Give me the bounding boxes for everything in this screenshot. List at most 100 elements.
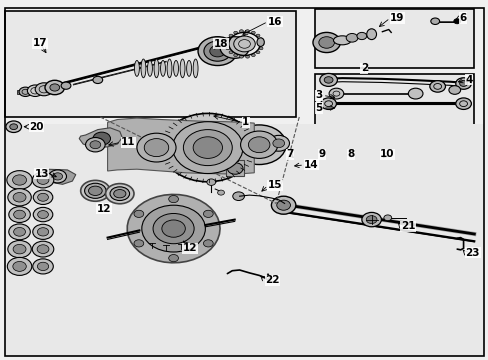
Circle shape bbox=[35, 83, 53, 96]
Circle shape bbox=[128, 127, 184, 168]
Text: 12: 12 bbox=[182, 243, 197, 253]
Circle shape bbox=[453, 19, 460, 24]
Circle shape bbox=[38, 211, 48, 219]
Circle shape bbox=[9, 224, 30, 240]
Circle shape bbox=[45, 80, 64, 95]
Ellipse shape bbox=[193, 59, 198, 78]
Circle shape bbox=[134, 240, 143, 247]
Circle shape bbox=[61, 82, 71, 89]
Circle shape bbox=[267, 135, 289, 151]
Text: 1: 1 bbox=[242, 117, 249, 127]
Text: 19: 19 bbox=[389, 13, 404, 23]
Circle shape bbox=[198, 37, 237, 66]
Circle shape bbox=[13, 244, 26, 254]
Circle shape bbox=[259, 47, 263, 50]
Circle shape bbox=[193, 137, 222, 158]
Circle shape bbox=[37, 176, 49, 184]
Circle shape bbox=[137, 133, 176, 162]
Circle shape bbox=[10, 124, 18, 130]
Circle shape bbox=[224, 42, 228, 45]
Circle shape bbox=[37, 245, 49, 253]
Text: 4: 4 bbox=[465, 75, 472, 85]
Circle shape bbox=[93, 132, 110, 145]
Ellipse shape bbox=[147, 60, 152, 76]
Circle shape bbox=[217, 190, 224, 195]
Text: 6: 6 bbox=[459, 13, 466, 23]
Circle shape bbox=[245, 30, 249, 33]
Circle shape bbox=[256, 51, 260, 54]
Circle shape bbox=[142, 205, 205, 252]
Text: 22: 22 bbox=[264, 275, 279, 285]
Circle shape bbox=[153, 213, 194, 244]
Circle shape bbox=[37, 228, 49, 236]
Ellipse shape bbox=[256, 38, 264, 46]
Text: 9: 9 bbox=[318, 149, 325, 159]
Text: 20: 20 bbox=[29, 122, 44, 132]
Circle shape bbox=[260, 42, 264, 45]
Circle shape bbox=[227, 163, 243, 174]
Circle shape bbox=[356, 32, 366, 40]
Circle shape bbox=[240, 131, 277, 158]
Circle shape bbox=[276, 200, 290, 210]
Ellipse shape bbox=[186, 60, 191, 76]
Polygon shape bbox=[289, 173, 295, 181]
Circle shape bbox=[346, 33, 357, 42]
Circle shape bbox=[38, 193, 48, 201]
Circle shape bbox=[233, 36, 255, 52]
Circle shape bbox=[8, 240, 31, 258]
Circle shape bbox=[366, 216, 376, 224]
Text: 15: 15 bbox=[267, 180, 282, 190]
Circle shape bbox=[8, 189, 31, 206]
Ellipse shape bbox=[366, 29, 376, 40]
Bar bbox=[232, 157, 238, 161]
Circle shape bbox=[9, 207, 30, 222]
Ellipse shape bbox=[81, 180, 110, 201]
Circle shape bbox=[6, 121, 21, 132]
Circle shape bbox=[324, 77, 332, 83]
Text: 21: 21 bbox=[400, 221, 415, 231]
Circle shape bbox=[228, 51, 232, 54]
Circle shape bbox=[93, 76, 102, 84]
Text: 16: 16 bbox=[267, 17, 282, 27]
Text: 2: 2 bbox=[360, 63, 367, 73]
Polygon shape bbox=[127, 194, 220, 263]
Circle shape bbox=[225, 38, 229, 41]
Circle shape bbox=[232, 192, 244, 201]
Ellipse shape bbox=[110, 187, 129, 201]
Circle shape bbox=[239, 30, 243, 33]
Circle shape bbox=[259, 38, 263, 41]
Ellipse shape bbox=[180, 59, 184, 78]
Circle shape bbox=[32, 172, 54, 188]
Polygon shape bbox=[17, 90, 20, 94]
Circle shape bbox=[328, 88, 343, 99]
Polygon shape bbox=[79, 128, 122, 148]
Circle shape bbox=[225, 47, 229, 50]
Circle shape bbox=[33, 259, 53, 274]
Circle shape bbox=[168, 195, 178, 203]
Circle shape bbox=[429, 81, 445, 92]
Polygon shape bbox=[370, 155, 394, 175]
Circle shape bbox=[13, 175, 26, 185]
Circle shape bbox=[346, 160, 352, 164]
Circle shape bbox=[203, 210, 213, 217]
Circle shape bbox=[162, 220, 185, 237]
Bar bbox=[281, 151, 473, 218]
Circle shape bbox=[251, 31, 255, 34]
Circle shape bbox=[448, 86, 460, 94]
Circle shape bbox=[27, 85, 43, 96]
Circle shape bbox=[7, 171, 32, 189]
Polygon shape bbox=[41, 169, 76, 184]
Ellipse shape bbox=[167, 59, 172, 78]
Circle shape bbox=[203, 240, 213, 247]
Text: 8: 8 bbox=[347, 149, 354, 159]
Circle shape bbox=[248, 137, 269, 153]
Circle shape bbox=[232, 125, 285, 165]
Ellipse shape bbox=[160, 60, 165, 76]
Circle shape bbox=[312, 32, 340, 53]
Ellipse shape bbox=[88, 186, 102, 195]
Circle shape bbox=[50, 84, 60, 91]
Circle shape bbox=[228, 34, 232, 37]
Text: 23: 23 bbox=[465, 248, 479, 258]
Circle shape bbox=[7, 257, 32, 275]
Circle shape bbox=[134, 210, 143, 217]
